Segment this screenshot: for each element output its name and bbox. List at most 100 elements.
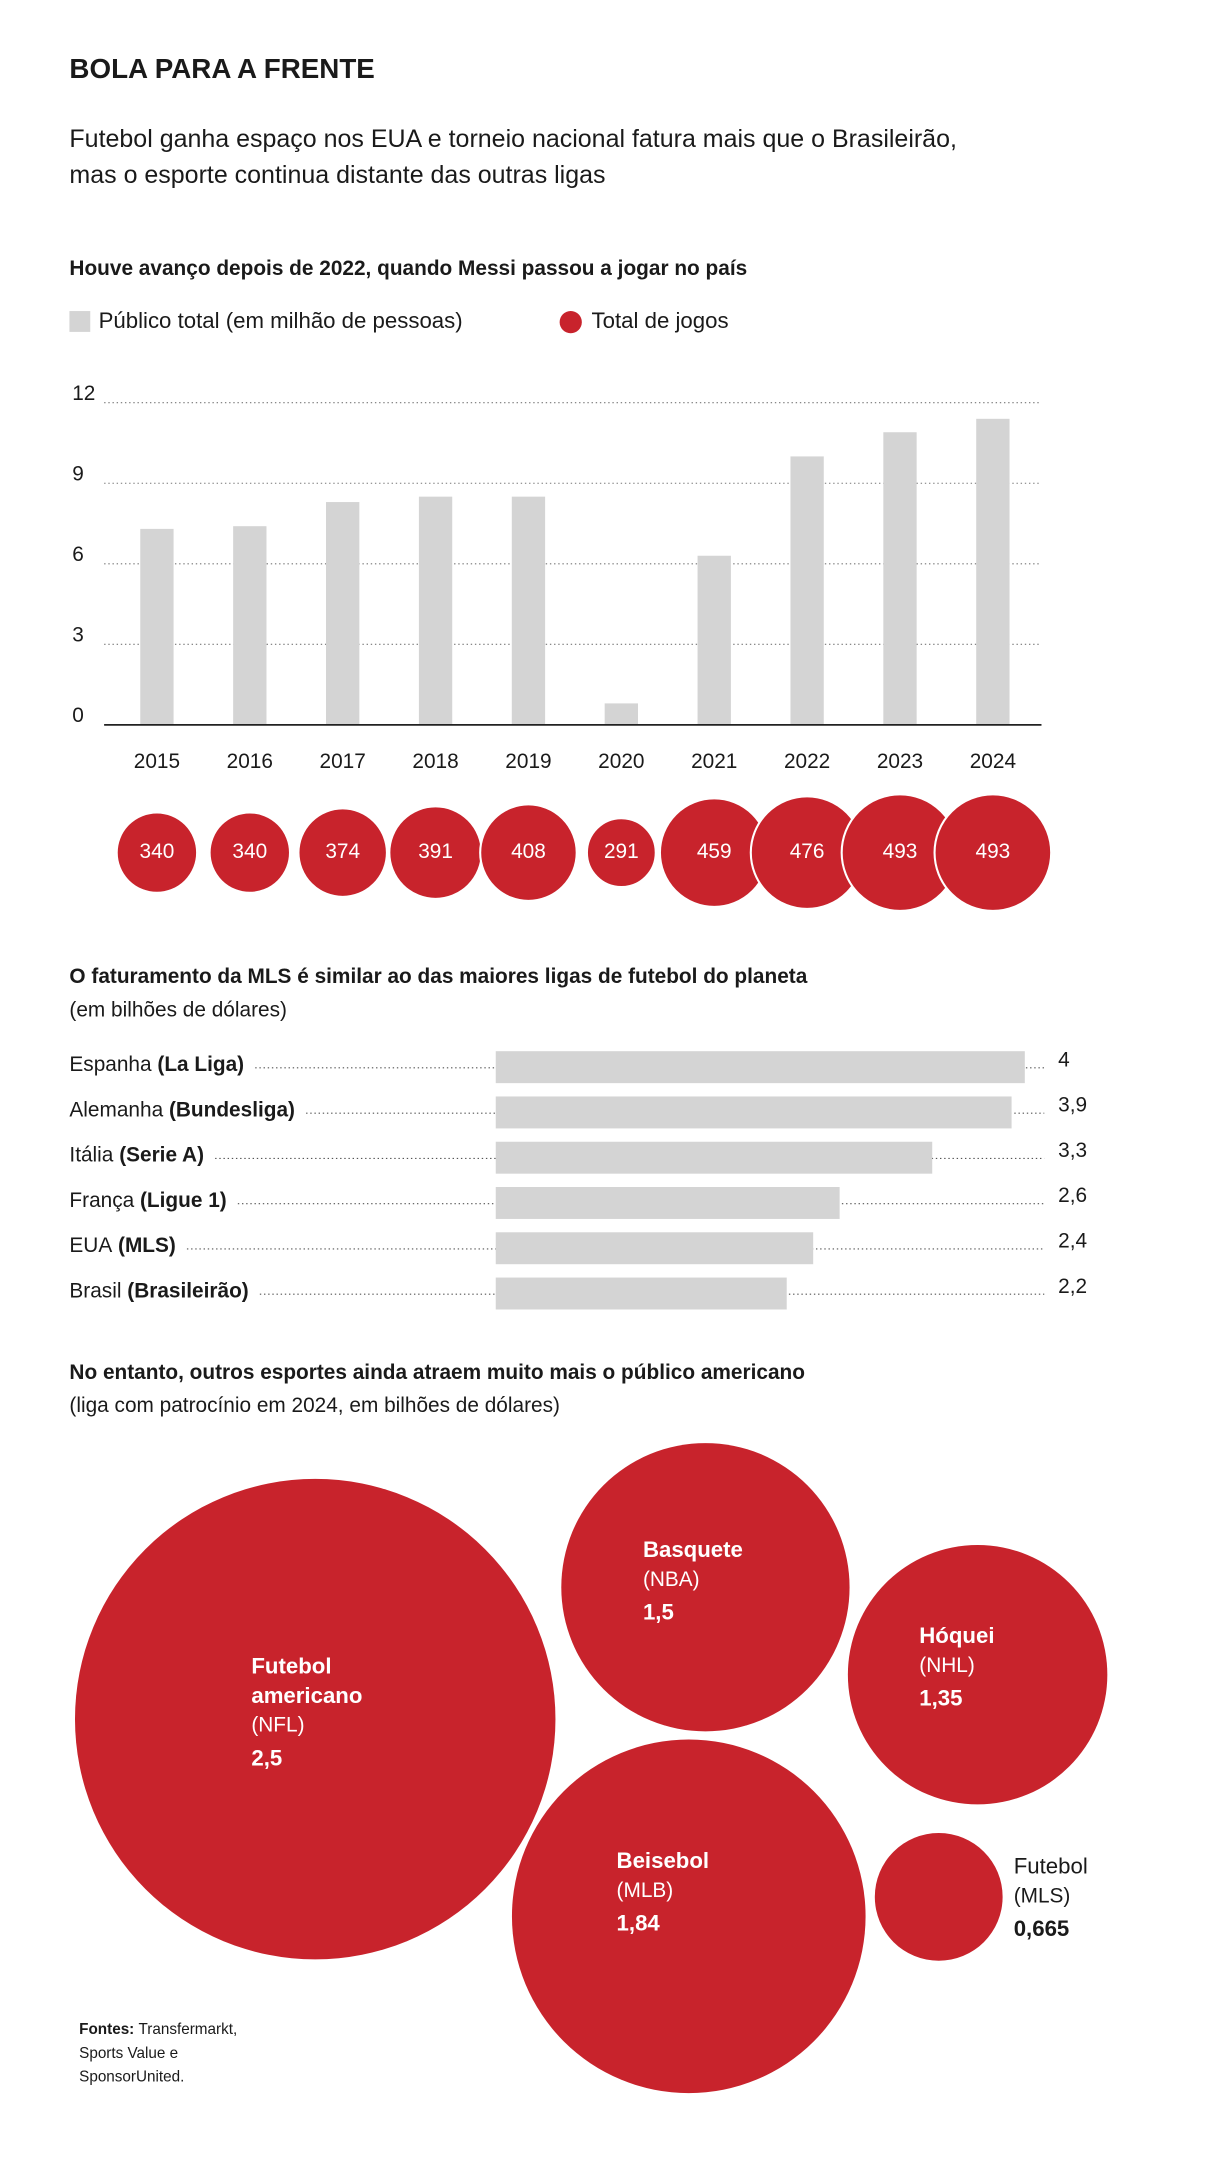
y-tick-label: 12: [72, 382, 95, 405]
chart-subtitle: (em bilhões de dólares): [69, 998, 287, 1021]
games-label: 408: [511, 840, 546, 863]
subtitle: Futebol ganha espaço nos EUA e torneio n…: [69, 125, 957, 153]
bubble: [847, 1544, 1108, 1805]
bubble-name: Hóquei: [919, 1623, 994, 1648]
chart-subtitle: (liga com patrocínio em 2024, em bilhões…: [69, 1394, 560, 1417]
country: Brasil: [69, 1279, 121, 1302]
bar: [495, 1051, 1025, 1084]
games-label: 340: [140, 840, 175, 863]
x-tick-label: 2020: [598, 750, 644, 773]
games-label: 493: [883, 840, 918, 863]
bubble-value: 2,5: [251, 1745, 282, 1770]
bubble: [561, 1443, 850, 1732]
bubble-name: americano: [251, 1683, 362, 1708]
value-label: 3,3: [1058, 1139, 1087, 1162]
y-tick-label: 0: [72, 704, 84, 727]
bar: [511, 496, 546, 725]
value-label: 2,2: [1058, 1275, 1087, 1298]
x-tick-label: 2023: [877, 750, 923, 773]
y-tick-label: 6: [72, 543, 84, 566]
bubble-league: (NBA): [643, 1568, 700, 1591]
x-tick-label: 2015: [134, 750, 180, 773]
games-label: 291: [604, 840, 639, 863]
bar: [495, 1141, 933, 1174]
games-circle: [933, 793, 1053, 912]
x-tick-label: 2016: [227, 750, 273, 773]
games-label: 459: [697, 840, 732, 863]
bar: [495, 1277, 787, 1310]
league: (La Liga): [157, 1053, 244, 1076]
bubble: [511, 1739, 866, 2094]
bar: [697, 555, 731, 725]
games-label: 493: [976, 840, 1011, 863]
country: Alemanha: [69, 1098, 163, 1121]
games-label: 374: [325, 840, 360, 863]
bubble: [74, 1478, 556, 1960]
bar: [495, 1187, 840, 1219]
bar: [495, 1232, 814, 1265]
country: EUA: [69, 1234, 112, 1257]
bar: [233, 526, 267, 725]
country: Itália: [69, 1143, 113, 1166]
league: (Ligue 1): [140, 1188, 227, 1211]
source-text: Transfermarkt,: [139, 2021, 238, 2038]
chart-title: Houve avanço depois de 2022, quando Mess…: [69, 257, 747, 280]
league: (MLS): [118, 1234, 176, 1257]
bubble-name: Basquete: [643, 1537, 743, 1562]
y-tick-label: 3: [72, 623, 84, 646]
y-tick-label: 9: [72, 462, 84, 485]
x-tick-label: 2021: [691, 750, 737, 773]
games-circle: [297, 807, 388, 898]
bubble-name: Futebol: [251, 1654, 331, 1679]
games-label: 476: [790, 840, 825, 863]
legend-label: Público total (em milhão de pessoas): [99, 308, 463, 333]
canvas: BOLA PARA A FRENTE Futebol ganha espaço …: [69, 53, 1108, 2094]
source-label: Fontes:: [79, 2021, 134, 2038]
bar: [418, 496, 453, 725]
legend-swatch: [69, 311, 91, 332]
bar: [976, 418, 1010, 725]
value-label: 2,6: [1058, 1184, 1087, 1207]
bubble-league: (MLB): [617, 1879, 674, 1902]
bubble-value: 1,5: [643, 1599, 674, 1624]
category-label: Brasil (Brasileirão): [69, 1279, 248, 1302]
bar: [604, 703, 639, 725]
bar: [495, 1096, 1012, 1129]
chart-title: No entanto, outros esportes ainda atraem…: [69, 1361, 805, 1384]
title: BOLA PARA A FRENTE: [69, 53, 374, 84]
league: (Serie A): [119, 1143, 204, 1166]
league: (Brasileirão): [127, 1279, 248, 1302]
bubble-value: 1,84: [617, 1911, 661, 1936]
bar: [326, 502, 360, 725]
legend-swatch: [559, 311, 582, 334]
source: Fontes: Transfermarkt,: [79, 2021, 237, 2038]
bar: [883, 432, 917, 725]
bubble-name: Futebol: [1014, 1854, 1088, 1879]
games-circle: [208, 811, 292, 894]
bubble-value: 0,665: [1014, 1916, 1070, 1941]
games-circle: [115, 811, 199, 894]
games-circle: [479, 803, 578, 902]
value-label: 3,9: [1058, 1094, 1087, 1117]
bar: [790, 456, 824, 725]
bubble-league: (NFL): [251, 1714, 304, 1737]
legend-label: Total de jogos: [592, 308, 729, 333]
x-tick-label: 2018: [412, 750, 458, 773]
x-tick-label: 2022: [784, 750, 830, 773]
games-circle: [585, 817, 657, 889]
bubble-league: (MLS): [1014, 1884, 1071, 1907]
bubble-value: 1,35: [919, 1686, 962, 1711]
category-label: Espanha (La Liga): [69, 1053, 244, 1076]
country: França: [69, 1188, 134, 1211]
value-label: 4: [1058, 1048, 1070, 1071]
games-label: 391: [418, 840, 453, 863]
subtitle: mas o esporte continua distante das outr…: [69, 161, 605, 189]
category-label: Itália (Serie A): [69, 1143, 204, 1166]
value-label: 2,4: [1058, 1229, 1087, 1252]
bubble: [874, 1832, 1003, 1961]
category-label: EUA (MLS): [69, 1234, 175, 1257]
country: Espanha: [69, 1053, 152, 1076]
category-label: Alemanha (Bundesliga): [69, 1098, 295, 1121]
source: SponsorUnited.: [79, 2068, 184, 2085]
